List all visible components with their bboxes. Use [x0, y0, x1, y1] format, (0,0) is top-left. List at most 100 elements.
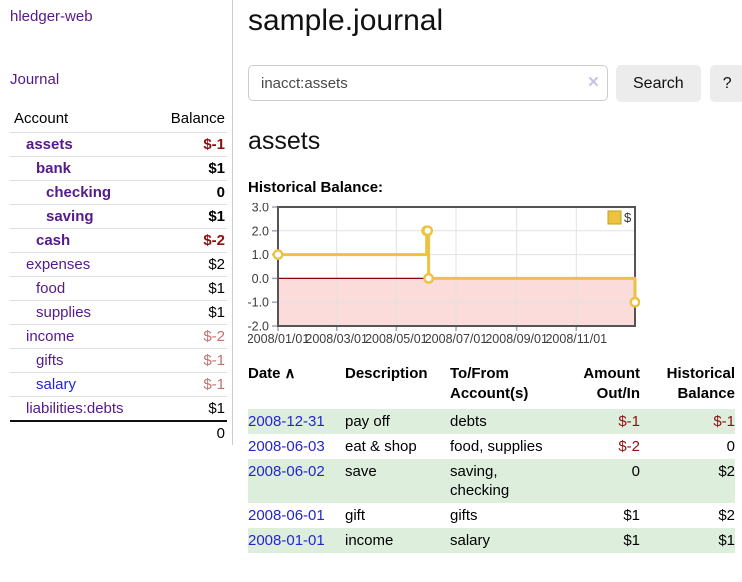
account-balance: $1 — [151, 204, 227, 229]
main-content: sample.journal × Search ? assets Histori… — [233, 0, 742, 553]
account-row: gifts $-1 — [10, 348, 227, 373]
account-balance: $-1 — [151, 348, 227, 373]
account-link-checking[interactable]: checking — [46, 184, 112, 201]
account-link-expenses[interactable]: expenses — [26, 256, 91, 273]
transaction-balance: $1 — [718, 532, 735, 549]
register-row: 2008-06-03 eat & shop food, supplies $-2… — [248, 434, 735, 459]
account-column-header: Account — [14, 110, 69, 127]
account-row: bank $1 — [10, 156, 227, 181]
account-link-bank[interactable]: bank — [36, 160, 72, 177]
account-balance: $-2 — [151, 228, 227, 253]
transaction-balance: $2 — [718, 507, 735, 524]
register-row: 2008-06-01 gift gifts $1 $2 — [248, 503, 735, 528]
data-point-marker — [629, 296, 640, 308]
register-table: Date ∧ Description To/From Account(s) Amo… — [248, 362, 735, 553]
register-row: 2008-06-02 save saving, checking 0 $2 — [248, 459, 735, 503]
transaction-description: income — [345, 532, 394, 549]
balance-chart-canvas[interactable]: $3.0 2.0 1.0 0.0 -1.0 -2.02008/01/012008/03/0… — [248, 203, 640, 345]
chart-title: Historical Balance: — [248, 179, 384, 196]
transaction-description: eat & shop — [345, 438, 417, 455]
transaction-date-link[interactable]: 2008-01-01 — [248, 532, 325, 549]
balance-column-header: Historical Balance — [666, 365, 735, 402]
x-tick-label: 2008/09/01 — [485, 332, 548, 345]
accounts-total-value: 0 — [151, 420, 227, 445]
account-balance: $-1 — [151, 132, 227, 157]
account-link-salary[interactable]: salary — [36, 376, 77, 393]
account-link-food[interactable]: food — [36, 280, 66, 297]
description-column-header: Description — [345, 365, 428, 382]
transaction-accounts: gifts — [450, 507, 478, 524]
x-tick-label: 2008/03/01 — [305, 332, 368, 345]
search-form: × Search ? — [248, 65, 742, 102]
account-balance: $1 — [151, 300, 227, 325]
account-row: liabilities:debts $1 — [10, 396, 227, 421]
account-row: assets $-1 — [10, 132, 227, 157]
transaction-accounts: food, supplies — [450, 438, 543, 455]
app-brand-link[interactable]: hledger-web — [10, 8, 93, 25]
account-link-cash[interactable]: cash — [36, 232, 71, 249]
search-button[interactable]: Search — [616, 65, 701, 102]
transaction-date-link[interactable]: 2008-12-31 — [248, 413, 325, 430]
account-row: saving $1 — [10, 204, 227, 229]
transaction-date-link[interactable]: 2008-06-01 — [248, 507, 325, 524]
account-link-assets[interactable]: assets — [26, 136, 73, 153]
data-point-marker — [272, 249, 284, 260]
account-link-gifts[interactable]: gifts — [36, 352, 64, 369]
historical-balance-chart: $3.0 2.0 1.0 0.0 -1.0 -2.0 2008/01/01 2008/03/0… — [248, 203, 742, 345]
transaction-balance: 0 — [726, 438, 735, 455]
x-tick-label: 2008/01/01 — [248, 332, 309, 345]
account-link-liabilities-debts[interactable]: liabilities:debts — [26, 400, 124, 417]
balance-column-header: Balance — [170, 110, 225, 127]
transaction-date-link[interactable]: 2008-06-02 — [248, 463, 325, 480]
transaction-description: save — [345, 463, 377, 480]
amount-column-header: Amount Out/In — [583, 365, 640, 402]
help-button[interactable]: ? — [709, 65, 742, 102]
date-column-header[interactable]: Date ∧ — [248, 365, 296, 382]
transaction-balance: $-1 — [713, 413, 735, 430]
account-balance: $-1 — [151, 372, 227, 397]
journal-nav-link[interactable]: Journal — [10, 71, 60, 88]
y-tick-label: -2.0 — [248, 320, 269, 334]
register-row: 2008-12-31 pay off debts $-1 $-1 — [248, 409, 735, 434]
clear-search-icon[interactable]: × — [587, 72, 599, 93]
transaction-amount: $1 — [623, 507, 640, 524]
account-balance: $1 — [151, 396, 227, 421]
account-balance: $-2 — [151, 324, 227, 349]
accounts-table-header: Account Balance — [10, 106, 227, 133]
sidebar: hledger-web Journal Account Balance asse… — [0, 0, 233, 445]
data-point-marker — [423, 273, 435, 284]
search-input[interactable] — [248, 65, 608, 101]
y-tick-label: 2.0 — [252, 224, 269, 238]
transaction-balance: $2 — [718, 463, 735, 480]
transaction-description: gift — [345, 507, 366, 524]
transaction-amount: 0 — [631, 463, 640, 480]
transaction-description: pay off — [345, 413, 390, 430]
transaction-date-link[interactable]: 2008-06-03 — [248, 438, 325, 455]
account-balance: $1 — [151, 276, 227, 301]
register-header-row: Date ∧ Description To/From Account(s) Amo… — [248, 362, 735, 409]
account-link-supplies[interactable]: supplies — [36, 304, 92, 321]
account-balance: 0 — [151, 180, 227, 205]
transaction-amount: $-2 — [618, 438, 640, 455]
account-balance: $2 — [151, 252, 227, 277]
account-row: expenses $2 — [10, 252, 227, 277]
account-link-income[interactable]: income — [26, 328, 75, 345]
page-title: sample.journal — [248, 4, 444, 37]
account-link-saving[interactable]: saving — [46, 208, 94, 225]
register-row: 2008-01-01 income salary $1 $1 — [248, 528, 735, 553]
y-tick-label: 3.0 — [252, 203, 269, 215]
y-tick-label: -1.0 — [248, 296, 269, 310]
account-heading: assets — [248, 127, 321, 155]
transaction-accounts: debts — [450, 413, 487, 430]
x-tick-label: 2008/07/01 — [425, 332, 488, 345]
account-balance: $1 — [151, 156, 227, 181]
account-row: cash $-2 — [10, 228, 227, 253]
data-point-marker — [422, 225, 434, 237]
transaction-accounts: salary — [450, 532, 491, 549]
account-row: checking 0 — [10, 180, 227, 205]
transaction-amount: $-1 — [618, 413, 640, 430]
account-row: food $1 — [10, 276, 227, 301]
legend-label: $ — [624, 210, 632, 225]
sort-ascending-icon: ∧ — [284, 365, 296, 382]
transaction-amount: $1 — [623, 532, 640, 549]
